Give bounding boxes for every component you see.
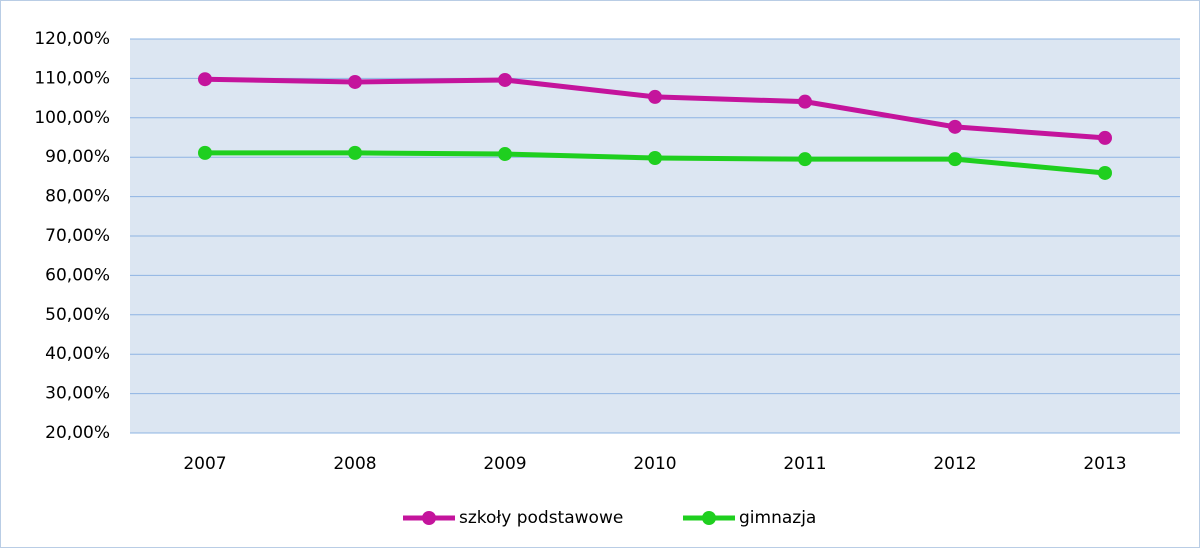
point xyxy=(948,152,962,167)
y-tick-label: 100,00% xyxy=(34,108,110,128)
x-tick-label: 2010 xyxy=(633,454,676,474)
point xyxy=(648,89,662,104)
x-tick-label: 2008 xyxy=(333,454,376,474)
point xyxy=(1098,130,1112,145)
point xyxy=(348,74,362,89)
x-tick-label: 2011 xyxy=(783,454,826,474)
point xyxy=(498,72,512,87)
y-tick-label: 20,00% xyxy=(45,423,110,443)
y-tick-label: 60,00% xyxy=(45,265,110,285)
y-tick-label: 90,00% xyxy=(45,147,110,167)
point xyxy=(1098,165,1112,180)
y-tick-label: 110,00% xyxy=(34,68,110,88)
x-tick-label: 2009 xyxy=(483,454,526,474)
legend-marker xyxy=(422,511,436,525)
y-tick-label: 40,00% xyxy=(45,344,110,364)
point xyxy=(498,147,512,162)
point xyxy=(798,152,812,167)
y-tick-label: 30,00% xyxy=(45,384,110,404)
point xyxy=(198,72,212,87)
y-tick-label: 50,00% xyxy=(45,305,110,325)
y-tick-label: 70,00% xyxy=(45,226,110,246)
x-tick-label: 2012 xyxy=(933,454,976,474)
y-tick-label: 120,00% xyxy=(34,29,110,49)
x-tick-label: 2013 xyxy=(1083,454,1126,474)
legend-label: gimnazja xyxy=(739,508,816,528)
point xyxy=(948,119,962,134)
x-tick-label: 2007 xyxy=(183,454,226,474)
legend-marker xyxy=(702,511,716,525)
legend-label: szkoły podstawowe xyxy=(459,508,623,528)
point xyxy=(798,94,812,109)
point xyxy=(648,150,662,165)
y-tick-label: 80,00% xyxy=(45,187,110,207)
point xyxy=(198,145,212,160)
point xyxy=(348,145,362,160)
